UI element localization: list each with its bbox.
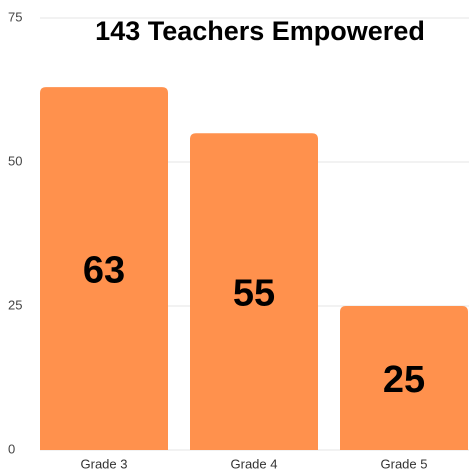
chart-title: 143 Teachers Empowered — [95, 16, 425, 46]
bar — [190, 133, 318, 450]
y-tick-label: 25 — [8, 297, 22, 312]
data-label: 55 — [233, 273, 275, 315]
data-label: 63 — [83, 250, 125, 292]
y-tick-label: 50 — [8, 153, 22, 168]
y-tick-label: 75 — [8, 9, 22, 24]
y-tick-label: 0 — [8, 441, 15, 456]
x-tick-label: Grade 5 — [381, 456, 428, 471]
bar — [40, 87, 168, 451]
x-tick-label: Grade 3 — [81, 456, 128, 471]
data-label: 25 — [383, 359, 425, 401]
x-tick-label: Grade 4 — [231, 456, 278, 471]
bar — [340, 306, 468, 450]
